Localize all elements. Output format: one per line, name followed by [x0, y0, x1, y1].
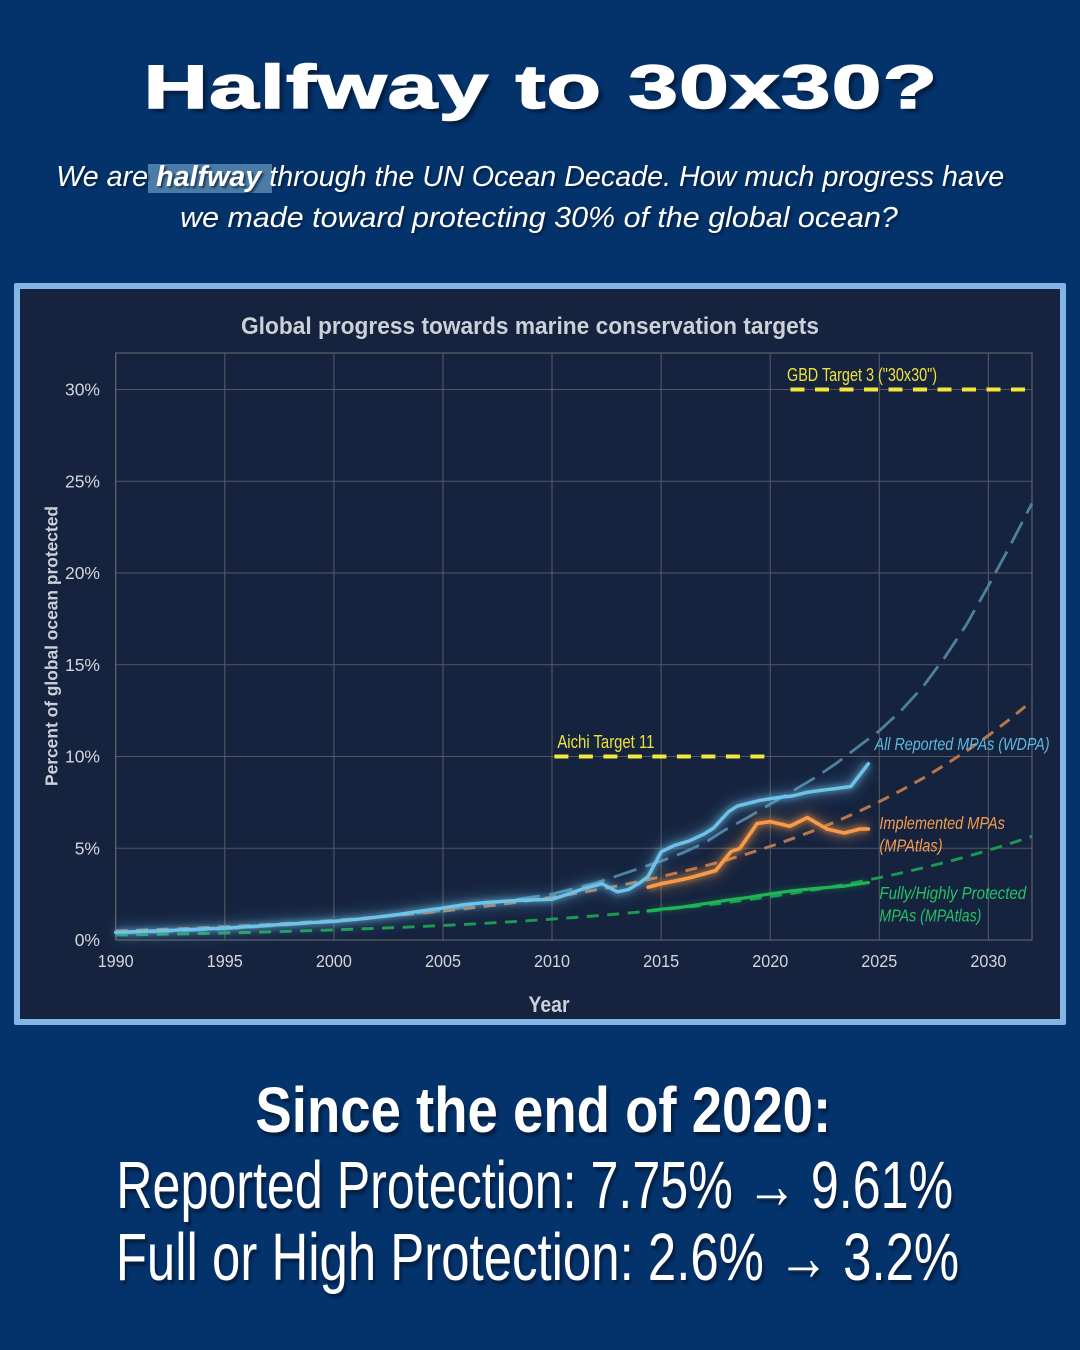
svg-text:All Reported MPAs (WDPA): All Reported MPAs (WDPA) — [874, 734, 1050, 754]
svg-text:0%: 0% — [75, 930, 100, 950]
svg-text:Aichi Target 11: Aichi Target 11 — [557, 731, 654, 752]
svg-text:Year: Year — [529, 992, 570, 1017]
svg-text:1995: 1995 — [207, 951, 243, 971]
svg-text:2020: 2020 — [752, 951, 788, 971]
svg-text:20%: 20% — [65, 563, 100, 583]
svg-text:10%: 10% — [65, 747, 100, 767]
svg-text:2015: 2015 — [643, 951, 679, 971]
svg-text:Percent of global ocean protec: Percent of global ocean protected — [42, 506, 62, 786]
svg-text:Fully/Highly Protected: Fully/Highly Protected — [879, 883, 1027, 903]
svg-text:(MPAtlas): (MPAtlas) — [879, 836, 942, 856]
svg-text:15%: 15% — [65, 655, 100, 675]
svg-text:GBD Target 3 ("30x30"): GBD Target 3 ("30x30") — [787, 364, 937, 385]
svg-text:Global progress towards marine: Global progress towards marine conservat… — [241, 313, 819, 340]
svg-text:2010: 2010 — [534, 951, 570, 971]
svg-text:MPAs (MPAtlas): MPAs (MPAtlas) — [879, 906, 981, 926]
svg-text:30%: 30% — [65, 380, 100, 400]
svg-text:2000: 2000 — [316, 951, 352, 971]
svg-text:2025: 2025 — [861, 951, 897, 971]
svg-text:2030: 2030 — [970, 951, 1006, 971]
svg-text:5%: 5% — [75, 838, 100, 858]
svg-text:1990: 1990 — [98, 951, 134, 971]
svg-text:Implemented MPAs: Implemented MPAs — [879, 813, 1005, 833]
svg-text:2005: 2005 — [425, 951, 461, 971]
svg-text:25%: 25% — [65, 471, 100, 491]
